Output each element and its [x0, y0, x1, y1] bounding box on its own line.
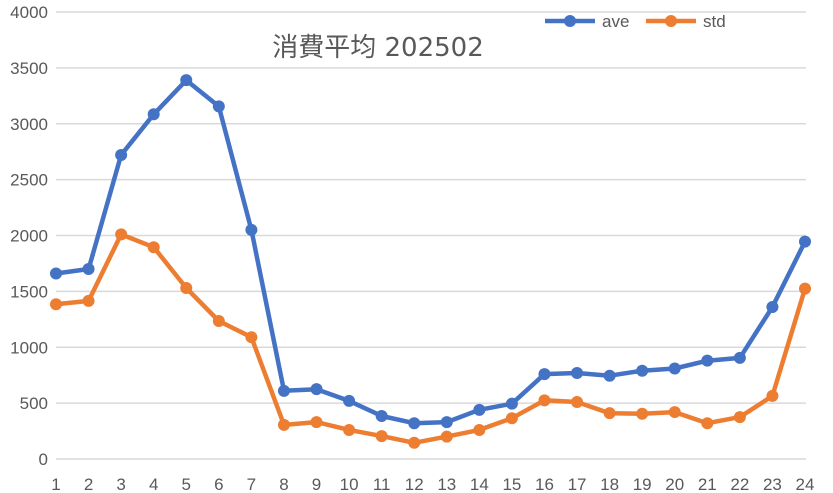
data-point-marker: [408, 417, 421, 430]
x-tick-label: 7: [247, 475, 256, 493]
data-point-marker: [440, 416, 453, 429]
data-point-marker: [505, 397, 518, 410]
x-tick-label: 18: [600, 475, 619, 493]
x-tick-label: 14: [470, 475, 489, 493]
data-point-marker: [180, 282, 193, 295]
x-tick-label: 10: [340, 475, 359, 493]
data-point-marker: [473, 403, 486, 416]
legend-dot-icon: [564, 15, 576, 27]
data-point-marker: [115, 228, 128, 241]
data-point-marker: [343, 394, 356, 407]
data-point-marker: [799, 282, 811, 295]
y-tick-label: 3000: [10, 115, 48, 134]
x-tick-label: 5: [182, 475, 191, 493]
x-tick-label: 11: [373, 475, 391, 493]
x-tick-label: 12: [405, 475, 424, 493]
y-tick-label: 500: [20, 394, 48, 413]
data-point-marker: [277, 384, 290, 397]
data-point-marker: [82, 263, 95, 276]
data-point-marker: [50, 298, 62, 311]
data-point-marker: [571, 396, 584, 409]
data-point-marker: [82, 294, 95, 307]
series-std: [50, 228, 811, 449]
legend-dot-icon: [665, 15, 677, 27]
data-point-marker: [180, 74, 193, 87]
data-point-marker: [733, 351, 746, 364]
y-tick-label: 1500: [10, 282, 48, 301]
data-point-marker: [603, 369, 616, 382]
data-point-marker: [245, 331, 258, 344]
data-point-marker: [766, 389, 779, 402]
data-point-marker: [799, 235, 811, 248]
y-tick-label: 2000: [10, 227, 48, 246]
data-point-marker: [408, 436, 421, 449]
x-tick-label: 13: [437, 475, 456, 493]
x-tick-label: 6: [214, 475, 223, 493]
data-point-marker: [277, 418, 290, 431]
data-point-marker: [343, 423, 356, 436]
series-line: [55, 232, 808, 446]
x-tick-label: 2: [84, 475, 93, 493]
y-tick-label: 2500: [10, 171, 48, 190]
y-tick-label: 3500: [10, 59, 48, 78]
data-point-marker: [245, 223, 258, 236]
data-point-marker: [701, 417, 714, 430]
data-point-marker: [310, 416, 323, 429]
x-tick-label: 19: [633, 475, 652, 493]
legend-label: std: [703, 12, 726, 31]
x-tick-label: 16: [535, 475, 554, 493]
x-tick-label: 20: [665, 475, 684, 493]
data-point-marker: [440, 430, 453, 443]
data-point-marker: [147, 108, 160, 121]
data-point-marker: [115, 149, 128, 162]
x-tick-label: 24: [796, 475, 815, 493]
data-point-marker: [636, 364, 649, 377]
x-tick-label: 1: [51, 475, 60, 493]
y-axis-labels: 0 500 1000 1500 2000 2500 3000 3500 4000: [10, 3, 48, 469]
series-ave: [50, 74, 811, 430]
data-point-marker: [603, 407, 616, 420]
x-tick-label: 3: [116, 475, 125, 493]
y-tick-label: 4000: [10, 3, 48, 22]
data-point-marker: [636, 407, 649, 420]
data-point-marker: [310, 383, 323, 396]
data-series: [50, 74, 811, 449]
data-point-marker: [147, 241, 160, 254]
x-tick-label: 23: [763, 475, 782, 493]
data-point-marker: [375, 430, 388, 443]
data-point-marker: [538, 394, 551, 407]
data-point-marker: [701, 354, 714, 367]
data-point-marker: [212, 314, 225, 327]
data-point-marker: [766, 301, 779, 314]
legend-item-ave: ave: [545, 12, 629, 31]
gridlines: [56, 11, 806, 460]
x-axis-labels: 1 2 3 4 5 6 7 8 9 10 11 12 13 14 15 16 17 18 19 20 21 22 23 24: [51, 475, 814, 493]
data-point-marker: [668, 406, 681, 419]
data-point-marker: [733, 411, 746, 424]
data-point-marker: [538, 368, 551, 381]
x-tick-label: 8: [279, 475, 288, 493]
chart-title: 消費平均 202502: [272, 33, 484, 63]
data-point-marker: [571, 366, 584, 379]
data-point-marker: [375, 409, 388, 422]
data-point-marker: [473, 423, 486, 436]
data-point-marker: [50, 267, 62, 280]
series-line: [55, 77, 808, 426]
x-tick-label: 21: [698, 475, 717, 493]
x-tick-label: 22: [730, 475, 749, 493]
legend-label: ave: [602, 12, 629, 31]
legend: ave std: [545, 12, 726, 31]
data-point-marker: [505, 412, 518, 425]
legend-item-std: std: [646, 12, 726, 31]
x-tick-label: 4: [149, 475, 158, 493]
x-tick-label: 9: [312, 475, 321, 493]
y-tick-label: 1000: [10, 338, 48, 357]
y-tick-label: 0: [39, 450, 48, 469]
x-tick-label: 15: [502, 475, 521, 493]
data-point-marker: [668, 362, 681, 375]
data-point-marker: [212, 100, 225, 113]
x-tick-label: 17: [568, 475, 587, 493]
